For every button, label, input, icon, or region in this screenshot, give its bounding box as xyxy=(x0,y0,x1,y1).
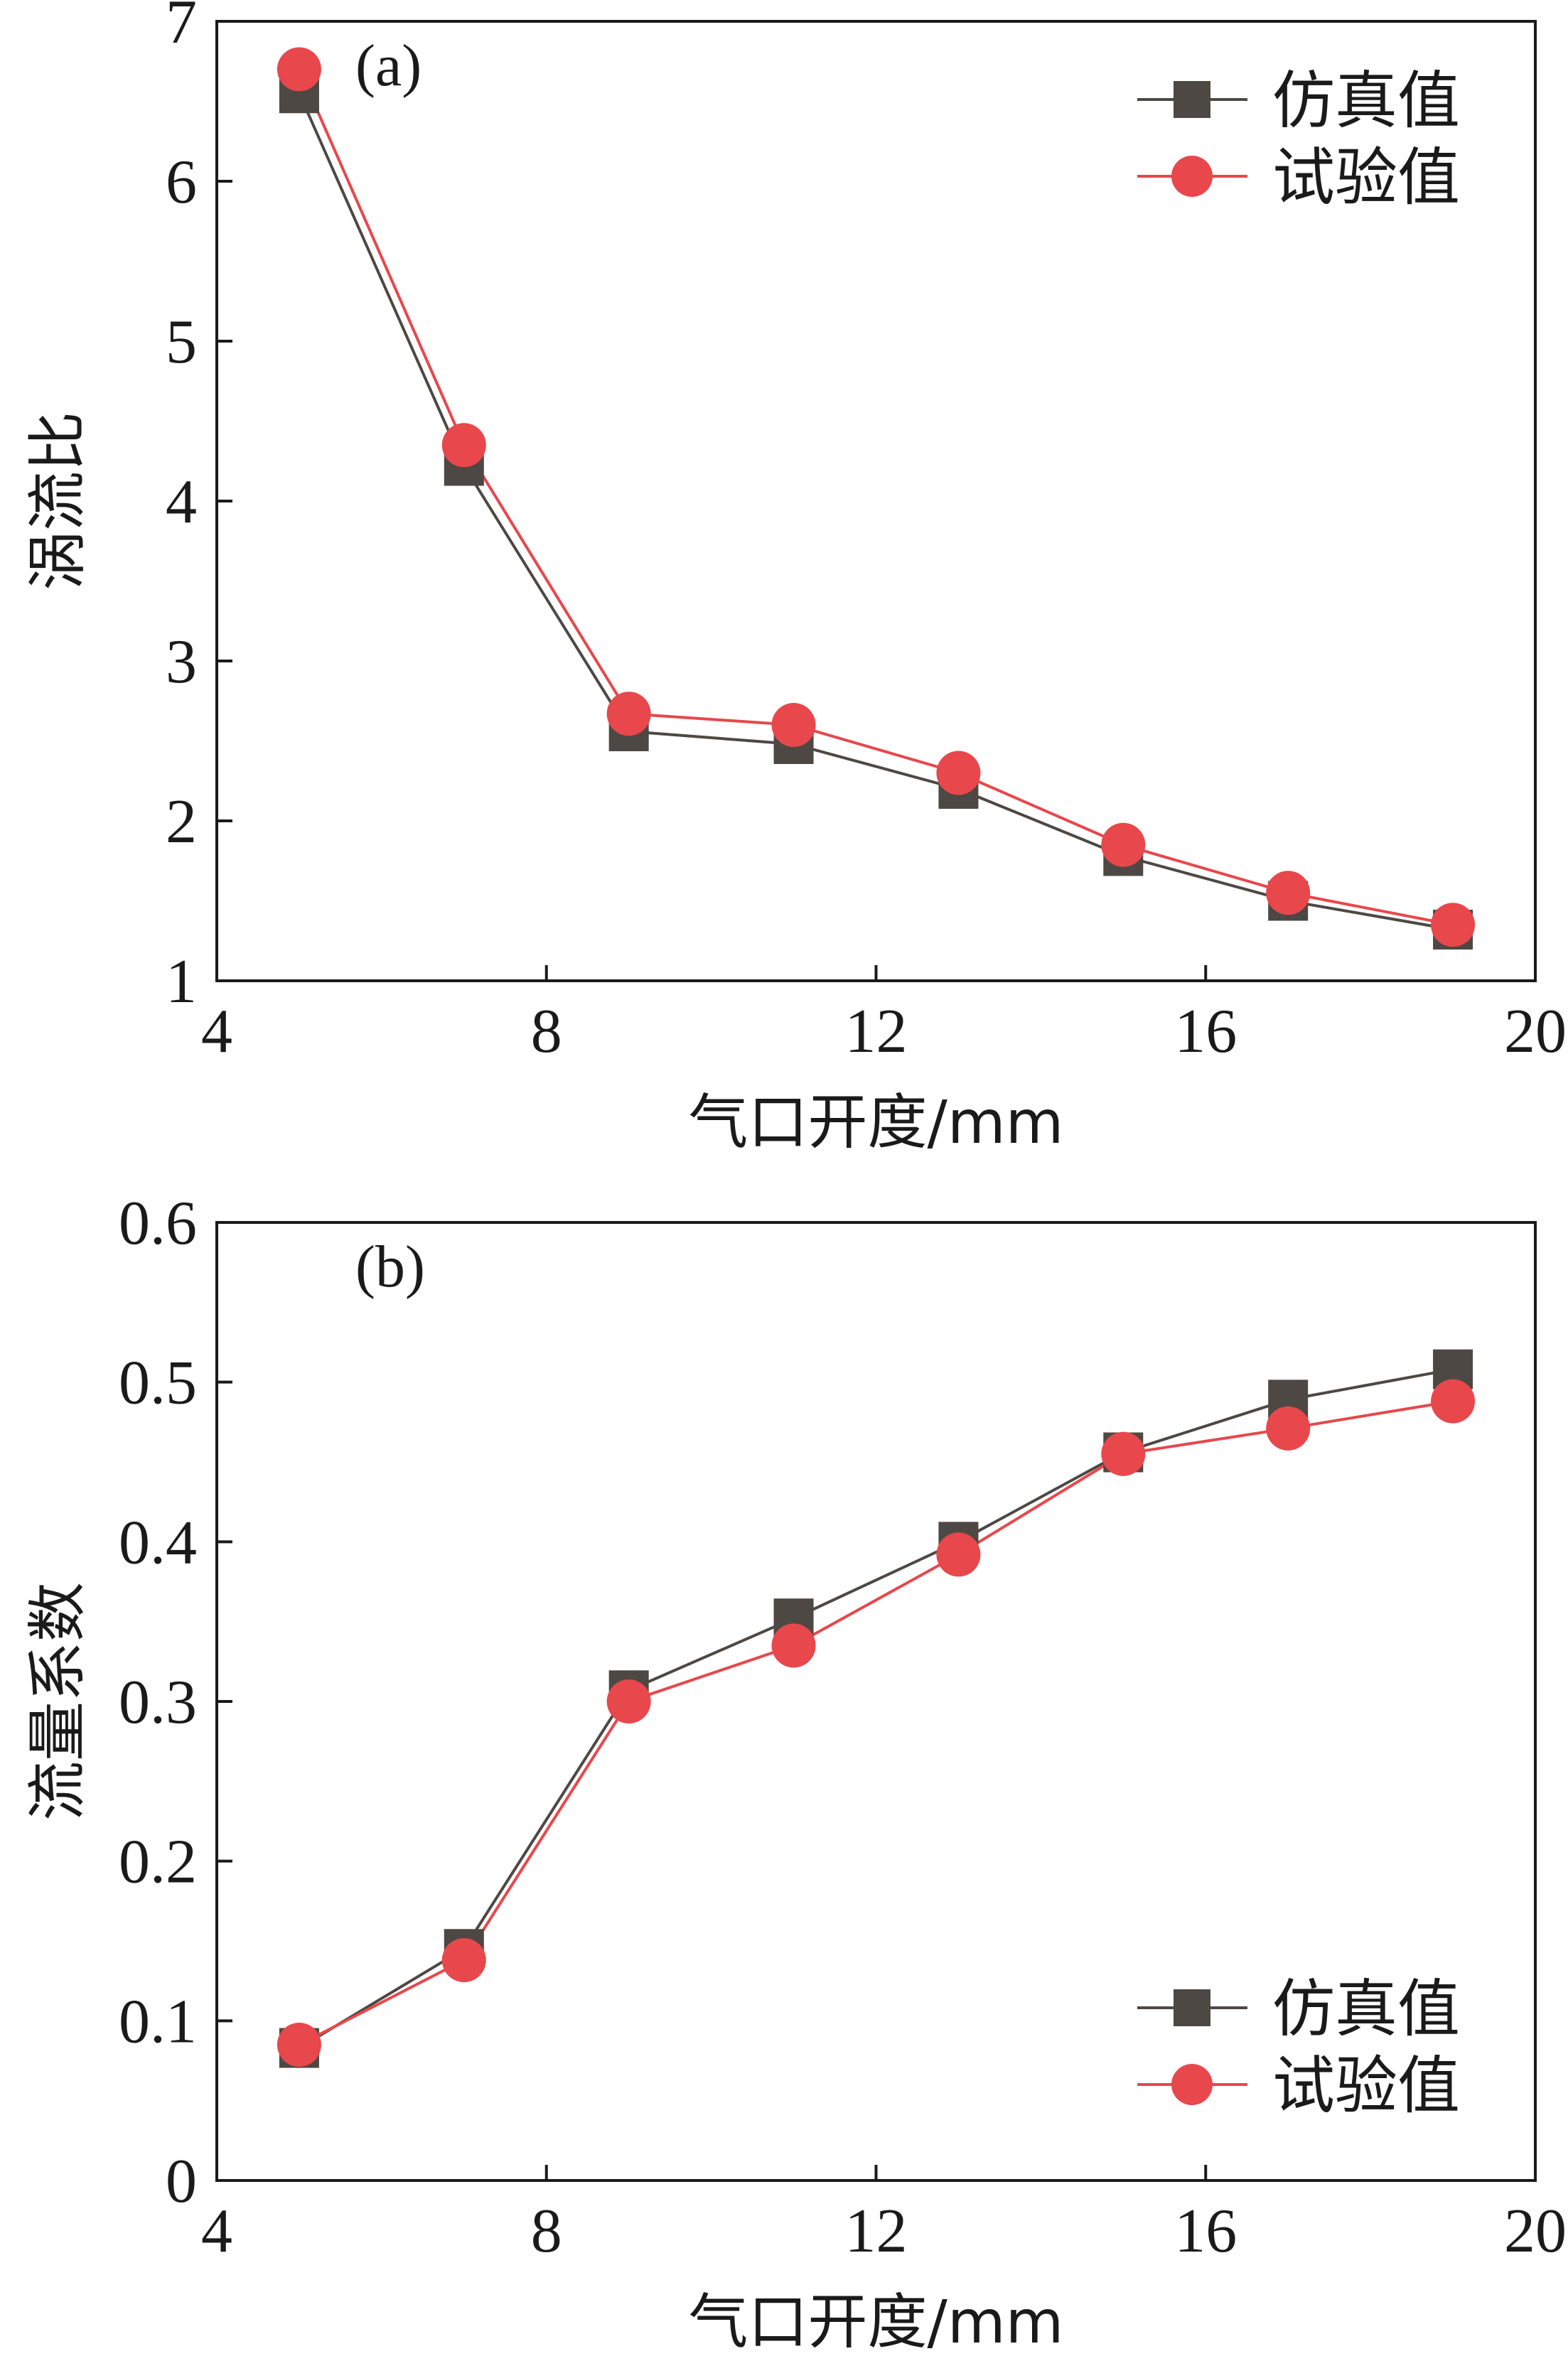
legend-marker-square xyxy=(1174,81,1210,118)
y-tick-label: 2 xyxy=(166,787,197,856)
series-line-simulation xyxy=(298,1367,1454,2050)
y-tick-label: 3 xyxy=(166,628,197,697)
series-line-simulation xyxy=(298,92,1454,931)
data-point-experiment xyxy=(441,423,486,468)
y-tick-label: 0.5 xyxy=(119,1349,197,1418)
legend-label: 试验值 xyxy=(1272,141,1460,214)
x-tick-label: 4 xyxy=(201,2197,232,2266)
data-point-experiment xyxy=(771,703,816,747)
y-tick-label: 0.4 xyxy=(119,1508,197,1577)
data-point-experiment xyxy=(936,1532,981,1577)
x-tick-label: 12 xyxy=(845,997,908,1066)
y-tick-label: 0 xyxy=(166,2147,197,2216)
panel-label: (a) xyxy=(355,33,421,99)
legend-label: 试验值 xyxy=(1272,2049,1460,2122)
data-point-experiment xyxy=(1101,822,1146,867)
x-tick-label: 16 xyxy=(1174,997,1237,1066)
legend-label: 仿真值 xyxy=(1272,1972,1460,2045)
data-point-experiment xyxy=(606,692,651,736)
x-tick-label: 12 xyxy=(845,2197,908,2266)
y-tick-label: 4 xyxy=(166,468,197,537)
y-tick-label: 6 xyxy=(166,148,197,217)
x-axis-title: 气口开度/mm xyxy=(689,2287,1064,2357)
y-tick-label: 0.1 xyxy=(119,1987,197,2056)
legend-marker-circle xyxy=(1171,156,1213,197)
x-tick-label: 20 xyxy=(1504,2197,1567,2266)
chart-b: 4 8 12 16 20 0 0.1 0.2 0.3 0.4 0.5 0.6 气口开度/mm 流量系数 (b… xyxy=(23,1189,1567,2357)
y-tick-label: 0.2 xyxy=(119,1828,197,1897)
x-tick-label: 20 xyxy=(1504,997,1567,1066)
legend-marker-square xyxy=(1174,1989,1210,2026)
series-line-experiment xyxy=(298,68,1454,927)
x-axis-title: 气口开度/mm xyxy=(689,1087,1064,1157)
data-point-experiment xyxy=(771,1623,816,1668)
data-point-experiment xyxy=(1431,1379,1476,1424)
y-tick-label: 5 xyxy=(166,308,197,377)
legend-label: 仿真值 xyxy=(1272,64,1460,137)
data-point-experiment xyxy=(1266,871,1311,915)
x-tick-label: 16 xyxy=(1174,2197,1237,2266)
y-axis-title: 流量系数 xyxy=(23,1582,92,1821)
x-tick-label: 8 xyxy=(531,997,562,1066)
y-tick-label: 1 xyxy=(166,947,197,1016)
data-point-experiment xyxy=(1266,1406,1311,1451)
legend-marker-circle xyxy=(1171,2064,1213,2105)
data-point-experiment xyxy=(1101,1431,1146,1476)
data-point-experiment xyxy=(936,751,981,795)
data-point-experiment xyxy=(276,47,321,92)
data-point-experiment xyxy=(1431,903,1476,947)
x-tick-label: 4 xyxy=(201,997,232,1066)
y-tick-label: 0.6 xyxy=(119,1189,197,1258)
data-point-experiment xyxy=(276,2023,321,2067)
y-tick-label: 0.3 xyxy=(119,1668,197,1737)
y-tick-label: 7 xyxy=(166,0,197,57)
data-point-experiment xyxy=(606,1679,651,1723)
y-axis-title: 涡流比 xyxy=(23,412,92,591)
data-point-experiment xyxy=(441,1937,486,1982)
series-line-experiment xyxy=(299,1399,1454,2046)
panel-label: (b) xyxy=(355,1234,425,1300)
x-tick-label: 8 xyxy=(531,2197,562,2266)
